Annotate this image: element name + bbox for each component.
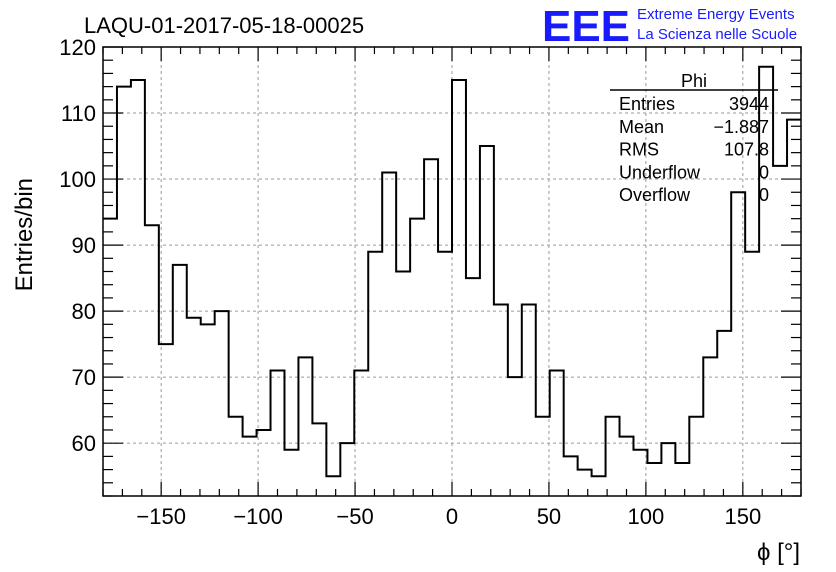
stats-label: Underflow	[619, 162, 701, 182]
y-tick-label: 100	[59, 167, 96, 192]
x-axis-title: ϕ [°]	[757, 539, 800, 566]
x-tick-label: 0	[446, 504, 458, 529]
x-axis: −150 −100 −50 0 50 100 150	[102, 47, 802, 529]
stats-box: Phi Entries 3944 Mean −1.887 RMS 107.8 Underfl…	[610, 71, 778, 205]
stats-title: Phi	[681, 71, 707, 91]
y-tick-label: 60	[72, 431, 96, 456]
logo-line-2: La Scienza nelle Scuole	[637, 26, 797, 43]
logo-line-1: Extreme Energy Events	[637, 6, 795, 23]
stats-label: Entries	[619, 94, 675, 114]
y-tick-label: 110	[61, 101, 96, 126]
chart-title: LAQU-01-2017-05-18-00025	[84, 13, 364, 38]
x-tick-label: 150	[724, 504, 761, 529]
stats-value: 0	[759, 185, 769, 205]
y-tick-label: 120	[59, 35, 96, 60]
x-tick-label: −50	[336, 504, 373, 529]
histogram-series	[103, 65, 801, 478]
y-tick-label: 90	[72, 233, 96, 258]
x-tick-label: 100	[628, 504, 665, 529]
stats-value: 3944	[729, 94, 769, 114]
x-tick-label: −100	[233, 504, 283, 529]
y-tick-label: 70	[72, 365, 96, 390]
logo: EEE Extreme Energy Events La Scienza nel…	[542, 2, 797, 51]
stats-value: 0	[759, 162, 769, 182]
stats-label: Overflow	[619, 185, 691, 205]
x-tick-label: 50	[537, 504, 561, 529]
y-axis-title: Entries/bin	[11, 178, 38, 291]
stats-label: RMS	[619, 140, 659, 160]
y-axis: 60 70 80 90 100 110 120	[59, 35, 801, 497]
stats-label: Mean	[619, 117, 664, 137]
y-tick-label: 80	[72, 299, 96, 324]
stats-value: −1.887	[713, 117, 769, 137]
stats-value: 107.8	[724, 140, 769, 160]
x-tick-label: −150	[136, 504, 186, 529]
logo-letters: EEE	[542, 2, 630, 51]
